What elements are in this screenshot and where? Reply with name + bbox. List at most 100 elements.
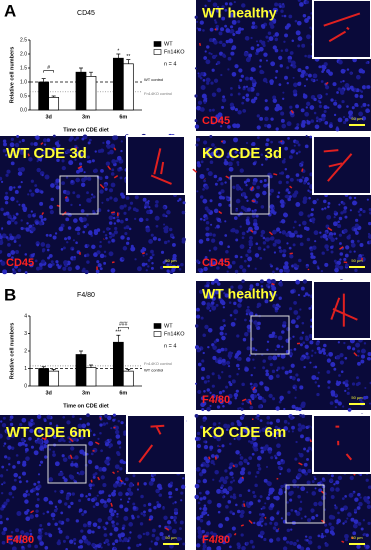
nucleus: [329, 124, 333, 128]
nucleus: [331, 251, 334, 254]
nucleus: [100, 267, 103, 270]
nucleus: [195, 124, 199, 128]
nucleus: [65, 217, 69, 221]
nucleus: [345, 263, 349, 267]
nucleus: [242, 109, 246, 113]
nucleus: [360, 360, 364, 364]
nucleus: [16, 135, 19, 138]
nucleus: [267, 341, 269, 343]
nucleus: [62, 454, 65, 457]
x-tick-label: 3m: [82, 390, 90, 396]
nucleus: [333, 221, 338, 226]
nucleus: [361, 106, 363, 108]
nucleus: [87, 521, 91, 525]
nucleus: [2, 505, 5, 508]
reference-label: WT control: [144, 77, 163, 82]
nucleus: [195, 383, 197, 385]
nucleus: [109, 510, 112, 513]
nucleus: [287, 468, 291, 472]
nucleus: [345, 383, 349, 387]
nucleus: [89, 139, 92, 142]
nucleus: [301, 161, 304, 164]
nucleus: [257, 322, 261, 326]
inset: [313, 281, 371, 339]
nucleus: [298, 36, 303, 41]
nucleus: [238, 461, 243, 466]
nucleus: [308, 540, 312, 544]
nucleus: [280, 64, 283, 67]
nucleus: [217, 180, 219, 182]
nucleus: [288, 15, 292, 19]
nucleus: [285, 49, 288, 52]
nucleus: [21, 227, 24, 230]
nucleus: [208, 79, 211, 82]
nucleus: [214, 470, 219, 475]
nucleus: [280, 9, 283, 12]
nucleus: [82, 535, 87, 540]
nucleus: [339, 234, 342, 237]
nucleus: [256, 196, 258, 198]
nucleus: [314, 240, 316, 242]
reference-label: Fn14KO control: [144, 361, 172, 366]
nucleus: [31, 210, 33, 212]
nucleus: [296, 152, 298, 154]
nucleus: [55, 260, 58, 263]
nucleus: [272, 230, 277, 235]
nucleus: [351, 243, 356, 248]
nucleus: [298, 407, 302, 411]
nucleus: [182, 237, 186, 241]
micrograph: WT CDE 3dCD4550 µm: [0, 134, 186, 274]
nucleus: [317, 267, 319, 269]
nucleus: [363, 519, 365, 521]
nucleus: [24, 511, 28, 515]
nucleus: [59, 530, 63, 534]
nucleus: [42, 449, 44, 451]
nucleus: [243, 500, 245, 502]
nucleus: [257, 125, 261, 129]
nucleus: [3, 139, 6, 142]
nucleus: [160, 266, 164, 270]
nucleus: [43, 497, 48, 502]
nucleus: [230, 52, 234, 56]
nucleus: [303, 182, 306, 185]
nucleus: [37, 481, 40, 484]
nucleus: [145, 253, 147, 255]
nucleus: [144, 206, 147, 209]
nucleus: [86, 253, 89, 256]
nucleus: [145, 263, 147, 265]
nucleus: [40, 445, 43, 448]
nucleus: [230, 314, 233, 317]
nucleus: [200, 174, 205, 179]
nucleus: [103, 422, 106, 425]
nucleus: [256, 186, 260, 190]
nucleus: [248, 489, 251, 492]
nucleus: [99, 432, 102, 435]
nucleus: [44, 455, 47, 458]
nucleus: [296, 539, 299, 542]
nucleus: [27, 493, 30, 496]
nucleus: [222, 488, 227, 493]
nucleus: [109, 196, 112, 199]
nucleus: [284, 33, 288, 37]
sample-size: n = 4: [164, 61, 176, 67]
nucleus: [232, 477, 234, 479]
nucleus: [75, 265, 80, 270]
nucleus: [130, 202, 133, 205]
nucleus: [309, 136, 312, 139]
nucleus: [280, 280, 282, 282]
nucleus: [101, 475, 105, 479]
nucleus: [363, 533, 366, 536]
nucleus: [292, 416, 294, 418]
nucleus: [337, 220, 340, 223]
nucleus: [70, 463, 74, 467]
nucleus: [24, 253, 27, 256]
nucleus: [169, 496, 172, 499]
nucleus: [1, 181, 3, 183]
nucleus: [146, 218, 149, 221]
nucleus: [114, 227, 117, 230]
nucleus: [236, 420, 239, 423]
nucleus: [341, 69, 346, 74]
nucleus: [368, 233, 370, 235]
nucleus: [49, 448, 51, 450]
nucleus: [73, 457, 75, 459]
